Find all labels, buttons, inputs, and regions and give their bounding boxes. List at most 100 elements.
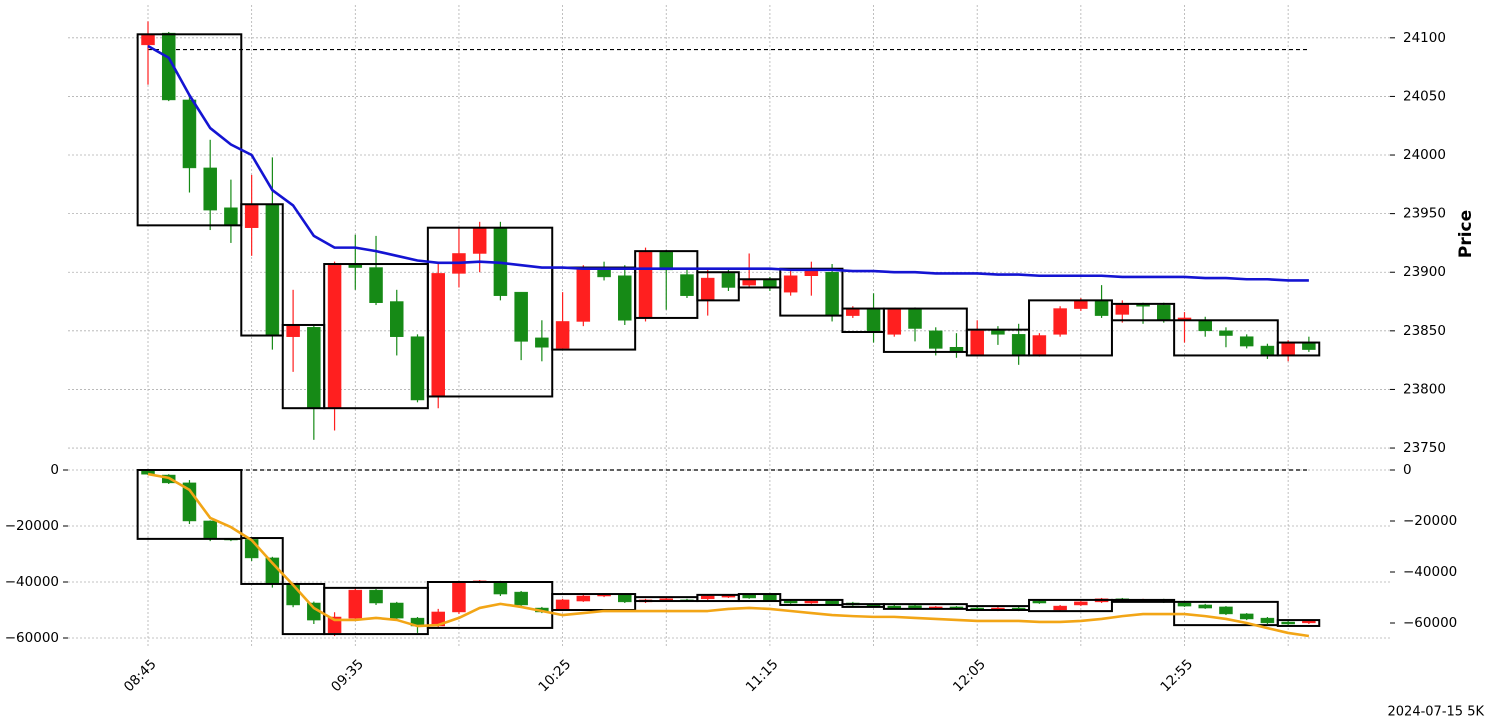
candle-body xyxy=(286,583,300,606)
candle-body xyxy=(1198,320,1212,332)
y-tick-label: 23900 xyxy=(1403,264,1446,280)
candle-body xyxy=(431,273,445,397)
candle-body xyxy=(348,589,363,619)
line-series xyxy=(147,44,1309,282)
candle-body xyxy=(1177,602,1192,607)
candle-body xyxy=(1115,303,1130,315)
candle-body xyxy=(1281,621,1295,625)
y-tick-label: 0 xyxy=(50,462,59,478)
candle-body xyxy=(1198,604,1212,609)
candle-body xyxy=(618,275,632,321)
candle-body xyxy=(390,301,404,337)
footnote: 2024-07-15 5K xyxy=(1388,705,1485,720)
candle-body xyxy=(555,599,570,611)
candle-body xyxy=(1239,336,1254,347)
candle-body xyxy=(535,337,549,348)
y-tick-label: 23750 xyxy=(1403,440,1446,456)
candle-body xyxy=(576,595,591,602)
range-box xyxy=(1028,598,1113,613)
candle-body xyxy=(141,34,155,46)
candle-body xyxy=(1094,300,1109,316)
candle-body xyxy=(410,336,425,401)
candle-body xyxy=(224,207,238,226)
y-tick-label: −40000 xyxy=(5,574,59,590)
candle-body xyxy=(452,581,466,613)
candle-body xyxy=(244,203,259,228)
y-tick-label: 23800 xyxy=(1403,381,1446,397)
candle-body xyxy=(825,600,839,605)
y2-tick-label: −20000 xyxy=(1403,513,1457,529)
candle-body xyxy=(1239,613,1254,620)
range-box xyxy=(240,537,284,585)
candle-body xyxy=(866,604,881,607)
y2-tick-label: −60000 xyxy=(1403,615,1457,631)
candle-body xyxy=(846,308,860,316)
candle-body xyxy=(1302,620,1316,624)
candle-body xyxy=(887,605,902,609)
candle-body xyxy=(970,330,984,356)
candle-body xyxy=(555,321,570,349)
candle-body xyxy=(742,594,756,599)
x-tick-label: 10:25 xyxy=(535,656,574,695)
candle-body xyxy=(680,274,694,296)
x-tick-label: 12:05 xyxy=(950,656,989,695)
line-series xyxy=(147,472,1310,638)
y-tick-label: 24000 xyxy=(1403,147,1446,163)
candle-body xyxy=(783,275,798,293)
candle-body xyxy=(307,327,321,409)
candle-body xyxy=(514,591,528,606)
candle-body xyxy=(1032,335,1047,355)
candle-body xyxy=(783,600,798,604)
candle-body xyxy=(618,594,632,603)
candle-body xyxy=(1302,342,1316,350)
range-box xyxy=(426,226,554,398)
x-tick-label: 08:45 xyxy=(121,656,160,695)
candle-body xyxy=(1281,342,1295,355)
y2-tick-label: −40000 xyxy=(1403,564,1457,580)
candle-body xyxy=(265,203,280,336)
range-box xyxy=(737,593,782,603)
range-box xyxy=(136,468,243,540)
y-tick-label: 24100 xyxy=(1403,30,1446,46)
range-box xyxy=(1276,341,1321,357)
candle-body xyxy=(721,273,736,288)
candle-body xyxy=(908,309,922,329)
candle-body xyxy=(514,291,528,342)
candle-body xyxy=(1032,600,1047,604)
y-tick-label: −20000 xyxy=(5,518,59,534)
range-box xyxy=(1110,598,1176,603)
candle-body xyxy=(182,99,197,169)
candle-body xyxy=(327,264,342,409)
candle-body xyxy=(244,539,259,559)
candle-body xyxy=(1053,605,1067,611)
candle-body xyxy=(1157,304,1171,321)
candle-body xyxy=(597,594,611,597)
range-box xyxy=(1028,299,1113,357)
candle-body xyxy=(763,279,777,288)
y-tick-label: 24050 xyxy=(1403,88,1446,104)
x-tick-label: 12:55 xyxy=(1157,656,1196,695)
candle-body xyxy=(804,600,819,604)
candle-body xyxy=(659,598,673,601)
candle-body xyxy=(1074,300,1088,309)
y-tick-label: 23950 xyxy=(1403,206,1446,222)
x-tick-label: 09:35 xyxy=(328,656,367,695)
candle-body xyxy=(1011,334,1026,355)
candle-body xyxy=(348,264,363,268)
candle-body xyxy=(887,309,902,335)
candle-body xyxy=(472,227,487,254)
x-tick-label: 11:15 xyxy=(743,656,782,695)
candle-body xyxy=(390,602,404,619)
candle-body xyxy=(638,252,653,319)
candle-body xyxy=(1053,308,1067,335)
range-box xyxy=(240,203,284,337)
candle-body xyxy=(659,252,673,271)
candle-body xyxy=(1219,330,1233,336)
candle-body xyxy=(866,308,881,333)
candle-body xyxy=(161,32,176,101)
candle-body xyxy=(825,271,839,316)
candle-body xyxy=(493,581,508,595)
candle-body xyxy=(1260,617,1275,624)
